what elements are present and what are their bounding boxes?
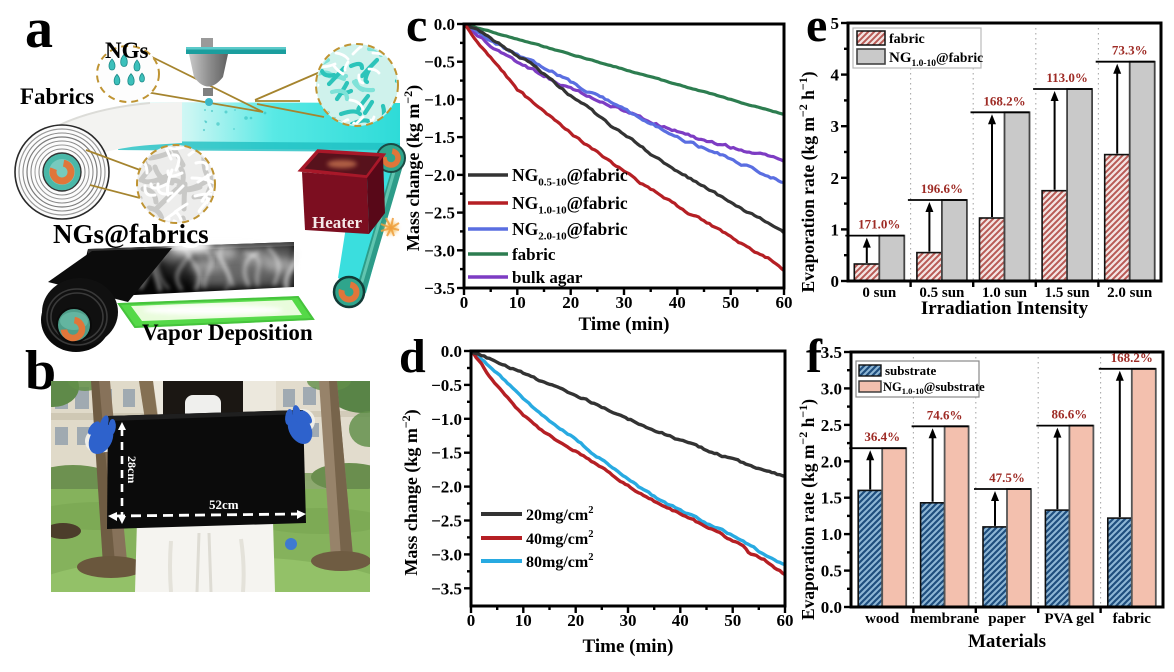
svg-text:0 sun: 0 sun [862,285,896,301]
svg-text:0.0: 0.0 [821,598,842,617]
svg-text:168.2%: 168.2% [1111,350,1153,365]
svg-text:1.5: 1.5 [821,489,842,508]
svg-text:20mg/cm2: 20mg/cm2 [526,505,593,524]
svg-text:168.2%: 168.2% [983,93,1025,108]
svg-text:73.3%: 73.3% [1112,43,1148,58]
svg-text:Time (min): Time (min) [583,636,674,657]
svg-text:NG1.0-10@substrate: NG1.0-10@substrate [883,380,985,396]
svg-text:−2.5: −2.5 [424,204,455,223]
svg-text:−3.5: −3.5 [424,279,455,298]
svg-text:bulk agar: bulk agar [512,268,583,287]
svg-text:1.0: 1.0 [821,525,842,544]
svg-text:NG1.0-10@fabric: NG1.0-10@fabric [512,193,628,217]
svg-text:−1.5: −1.5 [431,444,462,463]
svg-text:1: 1 [831,220,840,239]
svg-text:40: 40 [672,611,689,630]
svg-text:47.5%: 47.5% [989,470,1025,485]
svg-text:0.0: 0.0 [434,15,455,34]
svg-text:PVA gel: PVA gel [1044,611,1094,627]
svg-text:Evaporation rate (kg m−2 h−1): Evaporation rate (kg m−2 h−1) [796,71,818,292]
svg-text:NG2.0-10@fabric: NG2.0-10@fabric [512,219,628,243]
svg-text:52cm: 52cm [209,497,239,512]
svg-text:−1.0: −1.0 [424,90,455,109]
svg-text:−1.5: −1.5 [424,128,455,147]
svg-text:20: 20 [567,611,584,630]
svg-text:NGs: NGs [105,38,149,63]
svg-text:1.0 sun: 1.0 sun [982,285,1028,301]
svg-text:3.0: 3.0 [821,379,842,398]
svg-text:74.6%: 74.6% [927,407,963,422]
svg-text:Materials: Materials [968,631,1046,652]
svg-text:30: 30 [616,293,633,312]
svg-text:40: 40 [669,293,686,312]
svg-text:10: 10 [515,611,532,630]
svg-text:−2.0: −2.0 [424,166,455,185]
svg-text:86.6%: 86.6% [1052,407,1088,422]
svg-text:wood: wood [865,611,900,627]
svg-text:membrane: membrane [910,611,979,627]
svg-text:−1.0: −1.0 [431,410,462,429]
svg-text:50: 50 [724,611,741,630]
svg-text:2: 2 [831,169,840,188]
svg-text:Heater: Heater [312,213,362,232]
svg-text:−2.0: −2.0 [431,478,462,497]
svg-text:−0.5: −0.5 [424,53,455,72]
svg-text:2.0: 2.0 [821,452,842,471]
svg-text:60: 60 [777,611,794,630]
svg-text:Evaporation rate (kg m−2 h−1): Evaporation rate (kg m−2 h−1) [796,399,818,620]
svg-text:50: 50 [722,293,739,312]
svg-text:196.6%: 196.6% [921,181,963,196]
svg-text:NGs@fabrics: NGs@fabrics [53,219,209,249]
svg-text:28cm: 28cm [125,456,139,483]
svg-text:80mg/cm2: 80mg/cm2 [526,552,593,571]
svg-text:2.0 sun: 2.0 sun [1107,285,1153,301]
svg-text:1.5 sun: 1.5 sun [1045,285,1091,301]
svg-text:30: 30 [620,611,637,630]
svg-text:60: 60 [776,293,793,312]
svg-text:40mg/cm2: 40mg/cm2 [526,529,593,548]
svg-text:fabric: fabric [512,245,556,264]
svg-text:Fabrics: Fabrics [20,84,94,109]
svg-text:Mass change (kg m−2): Mass change (kg m−2) [400,409,422,575]
svg-text:−3.0: −3.0 [431,545,462,564]
svg-text:fabric: fabric [889,32,925,47]
svg-text:2.5: 2.5 [821,416,842,435]
svg-text:10: 10 [509,293,526,312]
svg-text:NG0.5-10@fabric: NG0.5-10@fabric [512,165,628,189]
svg-text:−0.5: −0.5 [431,376,462,395]
svg-text:0.0: 0.0 [441,342,462,361]
svg-text:113.0%: 113.0% [1046,70,1088,85]
svg-text:4: 4 [831,66,840,85]
svg-text:fabric: fabric [1113,611,1152,627]
svg-text:20: 20 [562,293,579,312]
svg-text:0: 0 [460,293,469,312]
svg-text:171.0%: 171.0% [858,217,900,232]
svg-text:−3.0: −3.0 [424,241,455,260]
svg-text:0.5 sun: 0.5 sun [919,285,965,301]
svg-text:0: 0 [831,272,840,291]
svg-text:substrate: substrate [885,363,937,378]
svg-text:5: 5 [831,14,840,33]
svg-text:paper: paper [988,611,1026,627]
svg-text:Mass change (kg m−2): Mass change (kg m−2) [401,85,424,251]
svg-text:Irradiation Intensity: Irradiation Intensity [921,298,1089,319]
svg-text:3.5: 3.5 [821,343,842,362]
svg-text:0.5: 0.5 [821,562,842,581]
svg-text:0: 0 [467,611,476,630]
svg-text:Time (min): Time (min) [579,314,670,335]
svg-text:−2.5: −2.5 [431,512,462,531]
svg-text:3: 3 [831,117,840,136]
svg-text:36.4%: 36.4% [864,429,900,444]
svg-text:−3.5: −3.5 [431,579,462,598]
svg-text:Vapor Deposition: Vapor Deposition [142,320,313,345]
